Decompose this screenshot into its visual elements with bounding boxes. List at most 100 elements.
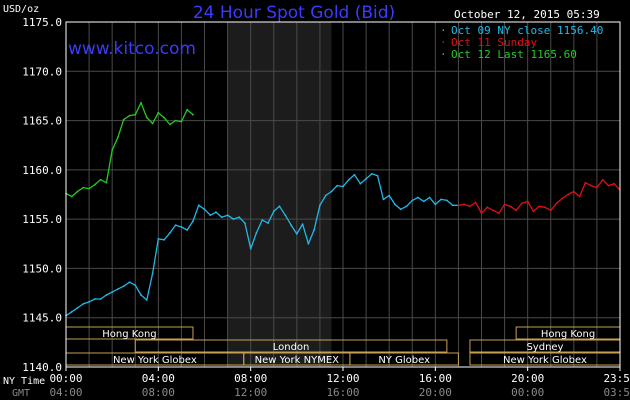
data-point — [76, 190, 79, 193]
legend-label-oct09: Oct 09 NY close 1156.40 — [451, 24, 603, 37]
x-tick-label-ny: 23:59 — [603, 372, 630, 385]
legend-item-oct12: · — [440, 48, 447, 61]
x-row1-label: NY Time — [3, 376, 45, 387]
data-point — [134, 284, 137, 287]
data-point — [163, 238, 166, 241]
session-label: Sydney — [526, 342, 563, 353]
data-point — [117, 136, 119, 139]
data-point — [295, 233, 298, 235]
y-tick-label: 1175.0 — [22, 16, 62, 29]
data-point — [122, 118, 125, 121]
data-point — [422, 200, 425, 203]
chart-title: 24 Hour Spot Gold (Bid) — [193, 3, 395, 23]
data-point — [278, 205, 281, 208]
date-label: October 12, 2015 05:39 — [454, 8, 600, 21]
data-point — [197, 204, 200, 207]
data-point — [382, 198, 385, 201]
data-point — [105, 294, 108, 296]
data-point — [220, 216, 223, 219]
x-row2-label: GMT — [12, 388, 30, 399]
data-point — [232, 218, 235, 221]
y-tick-label: 1160.0 — [22, 164, 62, 177]
data-point — [226, 214, 229, 217]
data-point — [417, 196, 419, 199]
data-point — [180, 120, 183, 123]
price-series — [65, 101, 621, 317]
data-point — [105, 181, 108, 184]
data-point — [399, 208, 402, 211]
data-point — [99, 178, 102, 181]
data-point — [365, 177, 367, 180]
data-point — [272, 210, 275, 213]
data-point — [497, 212, 500, 215]
data-point — [128, 281, 131, 284]
data-point — [492, 209, 494, 212]
x-tick-label-ny: 08:00 — [234, 372, 267, 385]
data-point — [434, 203, 437, 206]
data-point — [411, 199, 414, 202]
data-point — [261, 219, 264, 222]
data-point — [590, 184, 592, 187]
data-point — [405, 205, 408, 208]
x-tick-label-gmt: 12:00 — [234, 386, 267, 399]
data-point — [140, 294, 142, 296]
legend-item-oct11: · — [440, 36, 447, 49]
data-point — [313, 229, 315, 231]
data-point — [244, 222, 246, 225]
data-point — [307, 242, 310, 245]
session-box — [349, 352, 459, 366]
data-point — [353, 173, 356, 176]
data-point — [134, 113, 137, 116]
data-point — [111, 291, 114, 293]
data-point — [469, 205, 471, 208]
data-point — [607, 184, 610, 187]
data-point — [238, 216, 241, 219]
session-label: NY Globex — [378, 355, 430, 366]
data-point — [174, 224, 177, 227]
data-point — [157, 238, 160, 240]
data-point — [249, 247, 252, 250]
data-point — [544, 206, 546, 209]
data-point — [169, 123, 171, 126]
nymex-session-shade — [227, 22, 332, 367]
data-point — [301, 223, 304, 226]
data-point — [255, 232, 258, 234]
data-point — [342, 185, 344, 188]
session-label: New York NYMEX — [255, 355, 340, 366]
data-point — [99, 298, 102, 300]
data-point — [578, 195, 581, 198]
data-point — [186, 229, 189, 231]
data-point — [94, 183, 96, 186]
session-label: Hong Kong — [541, 329, 595, 340]
data-point — [157, 111, 160, 114]
x-tick-label-gmt: 00:00 — [511, 386, 544, 399]
data-point — [440, 198, 442, 201]
data-point — [347, 178, 350, 181]
session-label: London — [273, 342, 310, 353]
data-point — [186, 108, 189, 111]
x-tick-label-ny: 04:00 — [142, 372, 175, 385]
data-point — [163, 116, 166, 119]
data-point — [215, 211, 217, 214]
data-point — [515, 209, 517, 212]
data-point — [532, 210, 535, 213]
x-tick-label-gmt: 08:00 — [142, 386, 175, 399]
data-point — [376, 174, 379, 177]
data-point — [88, 301, 90, 303]
data-point — [613, 182, 616, 185]
data-point — [480, 212, 483, 215]
data-point — [88, 187, 90, 190]
data-point — [555, 202, 558, 205]
data-point — [140, 101, 142, 104]
session-label: New York Globex — [113, 355, 197, 366]
data-point — [151, 272, 154, 275]
y-axis-ticks: 1175.0 1170.0 1165.0 1160.0 1155.0 1150.0 1145… — [22, 16, 62, 374]
data-point — [192, 220, 194, 223]
y-unit-label: USD/oz — [3, 4, 39, 15]
data-point — [174, 119, 177, 122]
x-tick-label-ny: 20:00 — [511, 372, 544, 385]
data-point — [324, 194, 327, 197]
data-point — [474, 201, 477, 204]
data-point — [117, 288, 119, 290]
